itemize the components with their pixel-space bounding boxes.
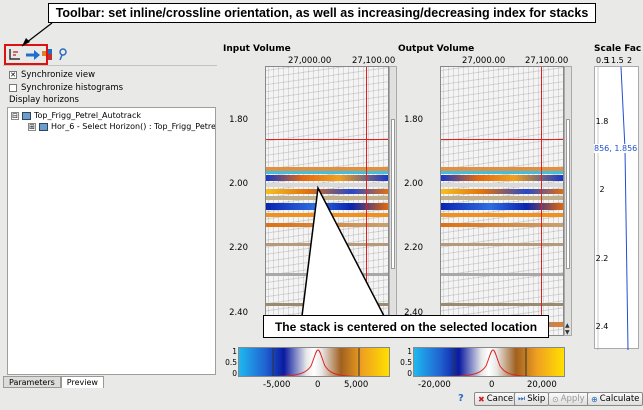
zoom-in-icon[interactable]: ▲ [565, 322, 570, 329]
apply-button[interactable]: ⊙ Apply [548, 392, 589, 406]
y-tick-label: 2 [599, 185, 605, 194]
x-tick-label: 27,100.00 [352, 56, 396, 66]
tree-item[interactable]: ⊟ Top_Frigg_Petrel_Autotrack [11, 110, 141, 121]
tab-preview[interactable]: Preview [60, 376, 104, 388]
zoom-out-icon[interactable]: ▼ [565, 329, 570, 336]
scale-factor-plot[interactable] [594, 66, 639, 350]
tree-item[interactable]: ⊞ Hor_6 - Select Horizon() : Top_Frigg_P… [28, 121, 216, 132]
x-tick-label: 27,000.00 [462, 56, 506, 66]
input-volume-title: Input Volume [223, 44, 291, 54]
stack-callout: The stack is centered on the selected lo… [263, 315, 549, 338]
tree-item-label: Hor_6 - Select Horizon() : Top_Frigg_Pet… [51, 122, 216, 131]
toolbar-callout: Toolbar: set inline/crossline orientatio… [48, 3, 596, 23]
colorbar-x-label: 5,000 [344, 380, 369, 390]
skip-button[interactable]: ⏭ Skip [514, 392, 550, 406]
colorbar-y-label: 0 [232, 369, 237, 378]
calculate-button[interactable]: ⊕ Calculate [587, 392, 643, 406]
y-tick-label: 2.00 [229, 179, 248, 189]
input-colorbar[interactable] [238, 347, 390, 377]
sync-hist-label: Synchronize histograms [21, 83, 124, 93]
y-tick-label: 2.4 [595, 322, 609, 331]
apply-icon: ⊙ [552, 394, 559, 404]
x-tick-label: 0.5 [596, 56, 609, 65]
crosshair-vertical [541, 67, 542, 335]
y-tick-label: 2.2 [595, 254, 609, 263]
crosshair-horizontal [441, 139, 563, 140]
sync-hist-checkbox[interactable] [9, 84, 17, 92]
skip-icon: ⏭ [518, 394, 526, 403]
orientation-icon[interactable] [7, 47, 23, 62]
y-tick-label: 1.8 [595, 117, 609, 126]
colorbar-y-label: 0 [407, 369, 412, 378]
colorbar-y-label: 0.5 [225, 358, 237, 367]
expand-icon[interactable]: ⊞ [28, 122, 36, 131]
colorbar-y-label: 1 [232, 347, 237, 356]
cancel-button[interactable]: ✖ Cancel [474, 392, 520, 406]
output-seismic-section[interactable] [440, 66, 564, 336]
cancel-icon: ✖ [478, 394, 485, 404]
y-tick-label: 2.40 [404, 308, 423, 318]
colorbar-x-label: -5,000 [263, 380, 291, 390]
sync-view-row[interactable]: ✕ Synchronize view [9, 69, 95, 81]
output-colorbar[interactable] [413, 347, 565, 377]
colorbar-x-label: 0 [489, 380, 495, 390]
x-tick-label: 27,100.00 [525, 56, 569, 66]
scale-readout: 856, 1.856 [594, 144, 638, 153]
crosshair-vertical [366, 67, 367, 335]
calculate-label: Calculate [599, 394, 640, 404]
zoom-buttons[interactable]: ▲ ▼ [565, 322, 570, 336]
crosshair-horizontal [266, 139, 388, 140]
output-vertical-scrollbar[interactable] [564, 66, 572, 336]
scale-factor-title: Scale Fac [594, 44, 642, 54]
colorbar-y-label: 0.5 [400, 358, 412, 367]
output-volume-title: Output Volume [398, 44, 475, 54]
toolbar-separator [3, 65, 217, 66]
sync-view-label: Synchronize view [21, 70, 96, 80]
horizon-tree[interactable]: ⊟ Top_Frigg_Petrel_Autotrack ⊞ Hor_6 - S… [7, 107, 216, 375]
colorbar-x-label: -20,000 [418, 380, 451, 390]
sync-view-checkbox[interactable]: ✕ [9, 71, 17, 79]
y-tick-label: 1.80 [404, 115, 423, 125]
y-tick-label: 1.80 [229, 115, 248, 125]
tab-parameters[interactable]: Parameters [3, 376, 61, 388]
horizon-icon [39, 122, 48, 131]
x-tick-label: 1 [605, 56, 611, 65]
probe-icon[interactable] [55, 47, 71, 62]
bottom-tabs: Parameters Preview [3, 376, 104, 388]
y-tick-label: 2.20 [404, 243, 423, 253]
input-seismic-section[interactable] [265, 66, 389, 336]
y-tick-label: 2.00 [404, 179, 423, 189]
colorbar-x-label: 0 [315, 380, 321, 390]
tree-item-label: Top_Frigg_Petrel_Autotrack [34, 111, 141, 120]
x-tick-label: 1.5 [611, 56, 624, 65]
y-tick-label: 2.40 [229, 308, 248, 318]
colorbar-x-label: 20,000 [527, 380, 557, 390]
x-tick-label: 27,000.00 [288, 56, 332, 66]
palette-icon[interactable] [40, 47, 56, 62]
cancel-label: Cancel [486, 394, 516, 404]
y-tick-label: 2.20 [229, 243, 248, 253]
arrow-right-icon[interactable] [25, 47, 41, 62]
input-vertical-scrollbar[interactable] [389, 66, 397, 336]
colorbar-y-label: 1 [407, 347, 412, 356]
toolbar-highlight [4, 44, 48, 65]
sync-hist-row[interactable]: Synchronize histograms [9, 82, 123, 94]
skip-label: Skip [527, 394, 546, 404]
apply-label: Apply [560, 394, 585, 404]
collapse-icon[interactable]: ⊟ [11, 111, 19, 120]
x-tick-label: 2 [627, 56, 633, 65]
horizon-icon [22, 111, 31, 120]
calculate-icon: ⊕ [591, 394, 598, 404]
display-horizons-label: Display horizons [9, 95, 79, 105]
help-icon[interactable]: ? [458, 393, 464, 404]
